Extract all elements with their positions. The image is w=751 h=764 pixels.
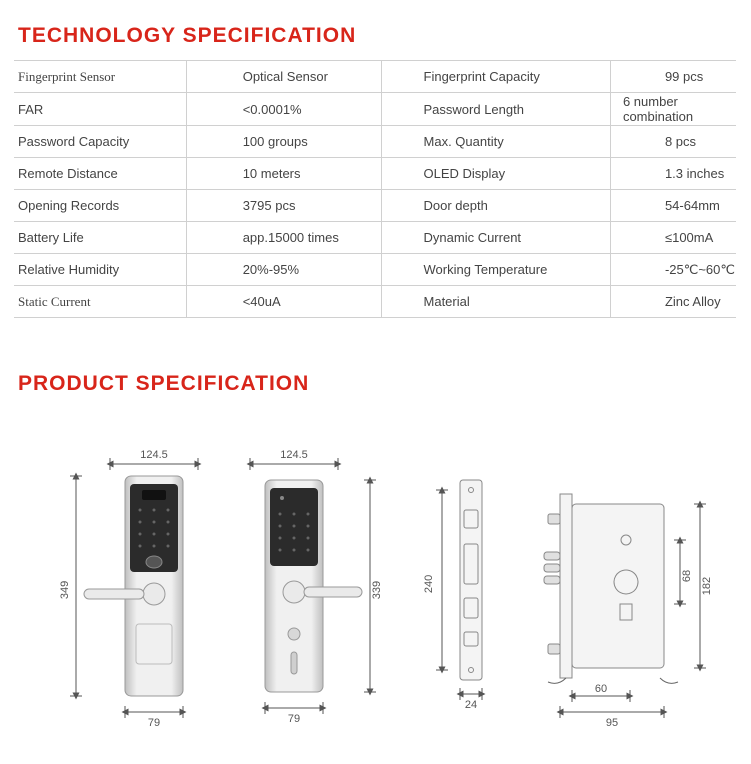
spec-value: 8 pcs: [610, 126, 736, 158]
back-height-label: 339: [371, 581, 383, 599]
spec-label: Working Temperature: [381, 254, 610, 286]
spec-row: Password Capacity100 groupsMax. Quantity…: [14, 126, 736, 158]
spec-value: Zinc Alloy: [610, 286, 736, 318]
spec-value: ≤100mA: [610, 222, 736, 254]
spec-label: Opening Records: [14, 190, 186, 222]
back-panel-diagram: 124.5 339: [250, 449, 383, 725]
spec-value: 54-64mm: [610, 190, 736, 222]
spec-row: Battery Lifeapp.15000 timesDynamic Curre…: [14, 222, 736, 254]
spec-label: Static Current: [14, 286, 186, 318]
spec-value: 100 groups: [186, 126, 381, 158]
spec-label: Remote Distance: [14, 158, 186, 190]
spec-row: Opening Records3795 pcsDoor depth54-64mm: [14, 190, 736, 222]
spec-value: 99 pcs: [610, 61, 736, 93]
spec-label: FAR: [14, 93, 186, 126]
product-diagrams: 124.5: [0, 408, 751, 764]
strike-base-label: 24: [465, 699, 477, 711]
spec-label: Fingerprint Sensor: [14, 61, 186, 93]
strike-plate-diagram: 240 24: [423, 480, 482, 711]
strike-height-label: 240: [423, 575, 435, 593]
spec-label: Dynamic Current: [381, 222, 610, 254]
spec-row: Static Current<40uAMaterialZinc Alloy: [14, 286, 736, 318]
spec-row: FAR<0.0001%Password Length6 number combi…: [14, 93, 736, 126]
back-base-label: 79: [288, 713, 300, 725]
spec-value: app.15000 times: [186, 222, 381, 254]
spec-label: Door depth: [381, 190, 610, 222]
diagrams-svg: 124.5: [40, 444, 740, 744]
spec-label: Battery Life: [14, 222, 186, 254]
spec-value: 1.3 inches: [610, 158, 736, 190]
spec-label: Relative Humidity: [14, 254, 186, 286]
mortise-w1-label: 60: [595, 683, 607, 695]
spec-label: Max. Quantity: [381, 126, 610, 158]
spec-label: OLED Display: [381, 158, 610, 190]
spec-value: <0.0001%: [186, 93, 381, 126]
front-base-label: 79: [148, 717, 160, 729]
spec-row: Fingerprint SensorOptical SensorFingerpr…: [14, 61, 736, 93]
front-height-label: 349: [59, 581, 71, 599]
spec-value: -25℃~60℃: [610, 254, 736, 286]
spec-value: 6 number combination: [610, 93, 736, 126]
front-panel-diagram: 124.5: [59, 449, 198, 729]
spec-label: Fingerprint Capacity: [381, 61, 610, 93]
back-width-label: 124.5: [280, 449, 308, 461]
spec-value: Optical Sensor: [186, 61, 381, 93]
tech-spec-table: Fingerprint SensorOptical SensorFingerpr…: [14, 60, 736, 318]
page: TECHNOLOGY SPECIFICATION Fingerprint Sen…: [0, 0, 751, 764]
tech-spec-title: TECHNOLOGY SPECIFICATION: [0, 0, 751, 60]
spec-label: Password Length: [381, 93, 610, 126]
mortise-h2-label: 182: [701, 577, 713, 595]
spec-row: Relative Humidity20%-95%Working Temperat…: [14, 254, 736, 286]
mortise-diagram: 68 182 60 95: [544, 494, 713, 729]
mortise-w2-label: 95: [606, 717, 618, 729]
spec-row: Remote Distance10 metersOLED Display1.3 …: [14, 158, 736, 190]
spec-label: Material: [381, 286, 610, 318]
front-width-label: 124.5: [140, 449, 168, 461]
mortise-h1-label: 68: [681, 570, 693, 582]
spec-value: 10 meters: [186, 158, 381, 190]
spec-label: Password Capacity: [14, 126, 186, 158]
spec-value: 20%-95%: [186, 254, 381, 286]
spec-value: 3795 pcs: [186, 190, 381, 222]
product-spec-title: PRODUCT SPECIFICATION: [18, 348, 751, 408]
spec-value: <40uA: [186, 286, 381, 318]
